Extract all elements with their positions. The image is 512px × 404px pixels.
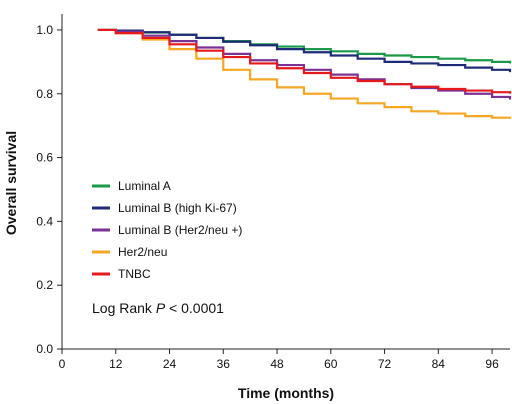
legend-label-her2-neu: Her2/neu bbox=[118, 245, 167, 259]
x-tick-label: 60 bbox=[324, 357, 338, 371]
y-tick-label: 0.4 bbox=[36, 214, 53, 228]
x-tick-label: 48 bbox=[270, 357, 284, 371]
series-line-her2-neu bbox=[97, 28, 512, 119]
legend-label-luminal-b-high-ki-67: Luminal B (high Ki-67) bbox=[118, 201, 237, 215]
log-rank-annotation: Log Rank P < 0.0001 bbox=[92, 300, 224, 316]
series-layer bbox=[97, 28, 512, 119]
legend-label-luminal-b-her2-neu: Luminal B (Her2/neu +) bbox=[118, 223, 242, 237]
series-line-luminal-b-high-ki-67 bbox=[97, 28, 512, 73]
y-tick-label: 0.8 bbox=[36, 87, 53, 101]
legend-label-tnbc: TNBC bbox=[118, 267, 151, 281]
y-tick-label: 0.2 bbox=[36, 278, 53, 292]
y-tick-label: 1.0 bbox=[36, 23, 53, 37]
x-tick-label: 36 bbox=[217, 357, 231, 371]
y-tick-label: 0.6 bbox=[36, 151, 53, 165]
x-tick-label: 24 bbox=[163, 357, 177, 371]
x-tick-label: 0 bbox=[59, 357, 66, 371]
y-axis-title: Overall survival bbox=[3, 131, 19, 235]
annotation-suffix: < 0.0001 bbox=[165, 300, 224, 316]
legend: Luminal A Luminal B (high Ki-67) Luminal B… bbox=[92, 179, 242, 281]
x-tick-label: 96 bbox=[485, 357, 499, 371]
legend-label-luminal-a: Luminal A bbox=[118, 179, 171, 193]
annotation-p: P bbox=[156, 300, 166, 316]
y-tick-label: 0.0 bbox=[36, 342, 53, 356]
x-axis-title: Time (months) bbox=[238, 385, 334, 401]
series-line-tnbc bbox=[97, 28, 512, 94]
x-tick-label: 72 bbox=[378, 357, 392, 371]
x-tick-label: 12 bbox=[109, 357, 123, 371]
axes: 0 12 24 36 48 60 72 84 96 0.0 0.2 0.4 0.6 0.8 1.0 bbox=[36, 14, 510, 371]
x-tick-label: 84 bbox=[432, 357, 446, 371]
annotation-prefix: Log Rank bbox=[92, 300, 156, 316]
